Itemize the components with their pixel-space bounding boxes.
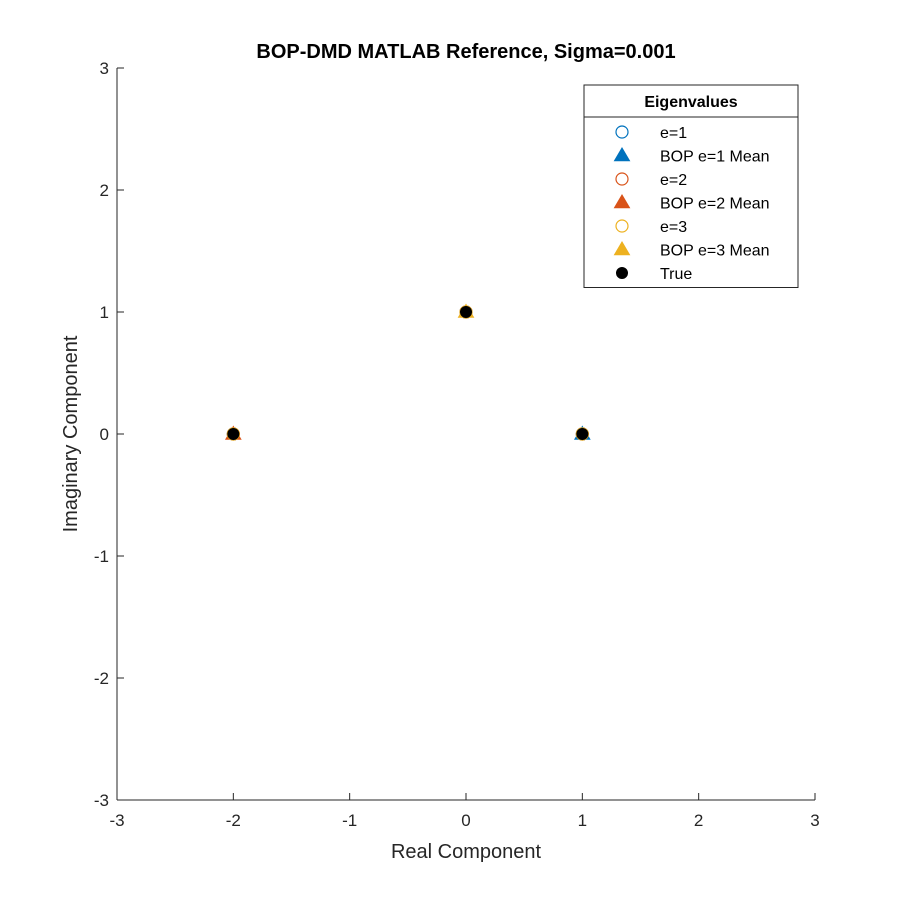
y-axis-title: Imaginary Component (60, 335, 82, 532)
x-tick-label: 1 (578, 811, 587, 830)
y-tick-label: 1 (100, 303, 109, 322)
legend-label: BOP e=2 Mean (660, 196, 770, 213)
legend-marker (615, 125, 629, 139)
legend: Eigenvalues e=1 BOP e=1 Mean e=2 BOP e=2 Mea… (583, 84, 799, 288)
x-tick-label: 0 (461, 811, 470, 830)
legend-label: e=1 (660, 125, 687, 142)
legend-label: True (660, 266, 692, 283)
legend-marker (616, 267, 628, 279)
data-point (227, 428, 240, 440)
y-tick-label: -3 (94, 791, 109, 810)
y-tick-label: -2 (94, 669, 109, 688)
chart-title: BOP-DMD MATLAB Reference, Sigma=0.001 (256, 41, 675, 63)
data-point (460, 306, 472, 318)
legend-marker (613, 241, 631, 256)
data-point (576, 428, 589, 440)
x-tick-label: 2 (694, 811, 703, 830)
legend-marker (615, 172, 629, 186)
legend-label: e=3 (660, 219, 687, 236)
x-tick-label: -2 (226, 811, 241, 830)
legend-label: BOP e=1 Mean (660, 149, 770, 166)
legend-marker (613, 194, 631, 209)
tick-marks: -3 -2 -1 0 1 2 3 -3 -2 -1 0 1 2 3 (94, 59, 820, 830)
legend-title: Eigenvalues (644, 94, 737, 111)
x-axis-title: Real Component (391, 841, 542, 863)
legend-label: BOP e=3 Mean (660, 243, 770, 260)
y-tick-label: 3 (100, 59, 109, 78)
x-tick-label: -1 (342, 811, 357, 830)
x-tick-label: 3 (810, 811, 819, 830)
y-tick-label: 2 (100, 181, 109, 200)
y-tick-label: -1 (94, 547, 109, 566)
legend-marker (615, 219, 629, 233)
legend-marker (613, 147, 631, 162)
data-points (224, 303, 591, 441)
y-tick-label: 0 (100, 425, 109, 444)
x-tick-label: -3 (109, 811, 124, 830)
legend-label: e=2 (660, 172, 687, 189)
